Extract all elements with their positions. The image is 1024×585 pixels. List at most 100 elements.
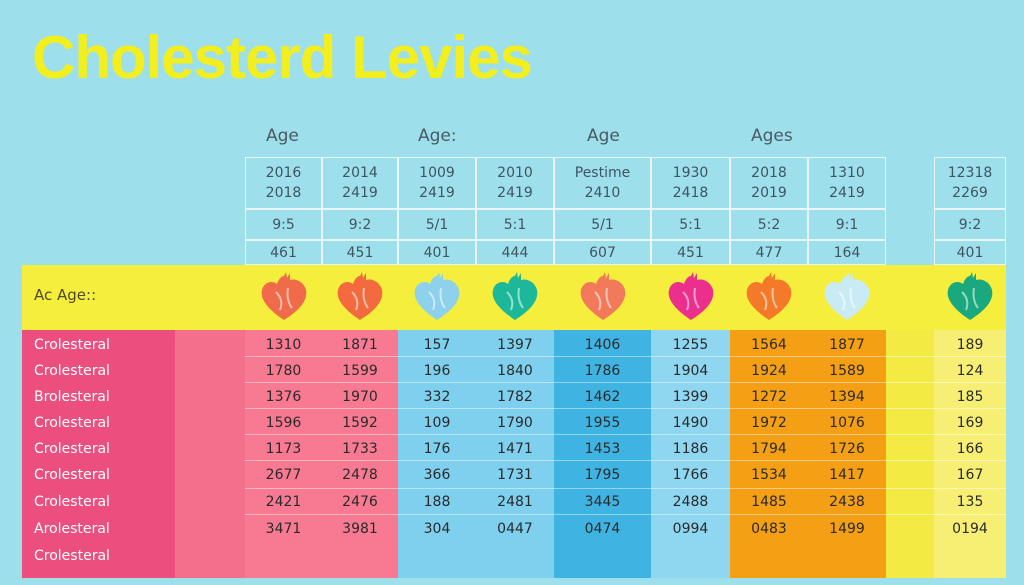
header-year-bottom: 2019	[751, 185, 787, 201]
table-cell: 1924	[751, 363, 787, 379]
header-count-cell: 477	[730, 240, 808, 265]
table-cell: 332	[423, 389, 451, 405]
table-cell: 1272	[751, 389, 787, 405]
heart-icon	[332, 270, 388, 326]
header-year-top: Pestime	[574, 165, 631, 181]
header-years-cell: 1009 2419	[398, 157, 476, 209]
header-year-top: 2014	[342, 165, 378, 181]
table-cell: 2478	[342, 467, 378, 483]
table-cell: 169	[956, 415, 984, 431]
header-year-bottom: 2419	[342, 185, 378, 201]
table-cell: 1970	[342, 389, 378, 405]
row-divider	[245, 488, 1006, 489]
table-cell: 1490	[672, 415, 709, 431]
header-years-cell: Pestime 2410	[554, 157, 651, 209]
row-divider	[245, 356, 1006, 357]
header-years-cell: 2014 2419	[322, 157, 398, 209]
blue-column-bg	[554, 330, 651, 578]
row-divider	[245, 408, 1006, 409]
header-ratio-cell: 5/1	[554, 209, 651, 240]
table-cell: 0994	[672, 521, 709, 537]
heart-icon	[663, 270, 719, 326]
table-cell: 2476	[342, 494, 378, 510]
header-count-cell: 164	[808, 240, 886, 265]
table-cell: 1955	[584, 415, 621, 431]
header-years-cell: 12318 2269	[934, 157, 1006, 209]
row-label: Crolesteral	[34, 415, 110, 431]
table-cell: 1462	[584, 389, 621, 405]
header-year-bottom: 2269	[952, 185, 988, 201]
table-cell: 1904	[672, 363, 709, 379]
header-count-cell: 401	[934, 240, 1006, 265]
table-cell: 1596	[265, 415, 302, 431]
row-label: Crolesteral	[34, 363, 110, 379]
table-cell: 1499	[829, 521, 865, 537]
heart-icon	[487, 270, 543, 326]
table-cell: 1589	[829, 363, 865, 379]
table-cell: 1471	[497, 441, 533, 457]
table-cell: 1780	[265, 363, 302, 379]
yellow-gap-bg	[886, 330, 934, 578]
table-cell: 0483	[751, 521, 787, 537]
row-divider	[245, 434, 1006, 435]
table-cell: 1766	[672, 467, 709, 483]
row-label: Crolesteral	[34, 441, 110, 457]
label-column-bg	[22, 330, 175, 578]
table-cell: 1485	[751, 494, 787, 510]
table-cell: 2421	[265, 494, 302, 510]
header-year-bottom: 2018	[265, 185, 302, 201]
table-cell: 1417	[829, 467, 865, 483]
table-cell: 1406	[584, 337, 621, 353]
table-cell: 1871	[342, 337, 378, 353]
table-cell: 2677	[265, 467, 302, 483]
table-cell: 1453	[584, 441, 621, 457]
group-label-age-2: Age:	[418, 126, 457, 146]
table-cell: 0447	[497, 521, 533, 537]
table-cell: 1795	[584, 467, 621, 483]
row-divider	[245, 382, 1006, 383]
header-year-top: 2010	[497, 165, 533, 181]
page-title: Cholesterd Levies	[32, 24, 533, 91]
table-cell: 1076	[829, 415, 865, 431]
table-cell: 157	[423, 337, 451, 353]
table-cell: 189	[956, 337, 984, 353]
header-year-bottom: 2418	[672, 185, 709, 201]
header-year-top: 1009	[419, 165, 455, 181]
pale-blue-column-bg	[651, 330, 730, 578]
orange-column-bg	[730, 330, 886, 578]
table-cell: 1255	[672, 337, 709, 353]
row-label: Brolesteral	[34, 389, 110, 405]
heart-icon	[819, 270, 875, 326]
header-count-cell: 607	[554, 240, 651, 265]
yellow-column-bg	[934, 330, 1006, 578]
header-ratio-cell: 9:2	[322, 209, 398, 240]
row-label: Crolesteral	[34, 494, 110, 510]
table-cell: 1733	[342, 441, 378, 457]
header-count-cell: 451	[651, 240, 730, 265]
label-column-bg-light	[175, 330, 245, 578]
header-year-top: 2016	[265, 165, 302, 181]
table-cell: 1877	[829, 337, 865, 353]
header-ratio-cell: 9:1	[808, 209, 886, 240]
header-ratio-cell: 5:2	[730, 209, 808, 240]
table-cell: 1726	[829, 441, 865, 457]
row-label: Crolesteral	[34, 467, 110, 483]
table-cell: 2488	[672, 494, 709, 510]
table-cell: 176	[423, 441, 451, 457]
header-count-cell: 451	[322, 240, 398, 265]
table-cell: 1186	[672, 441, 709, 457]
header-ratio-cell: 5/1	[398, 209, 476, 240]
table-cell: 1173	[265, 441, 302, 457]
table-cell: 2438	[829, 494, 865, 510]
table-cell: 167	[956, 467, 984, 483]
table-cell: 1399	[672, 389, 709, 405]
row-divider	[245, 460, 1006, 461]
table-cell: 1592	[342, 415, 378, 431]
table-cell: 2481	[497, 494, 533, 510]
header-ratio-cell: 5:1	[651, 209, 730, 240]
table-cell: 1972	[751, 415, 787, 431]
header-years-cell: 2010 2419	[476, 157, 554, 209]
table-cell: 1794	[751, 441, 787, 457]
header-year-bottom: 2419	[829, 185, 865, 201]
heart-icon	[256, 270, 312, 326]
